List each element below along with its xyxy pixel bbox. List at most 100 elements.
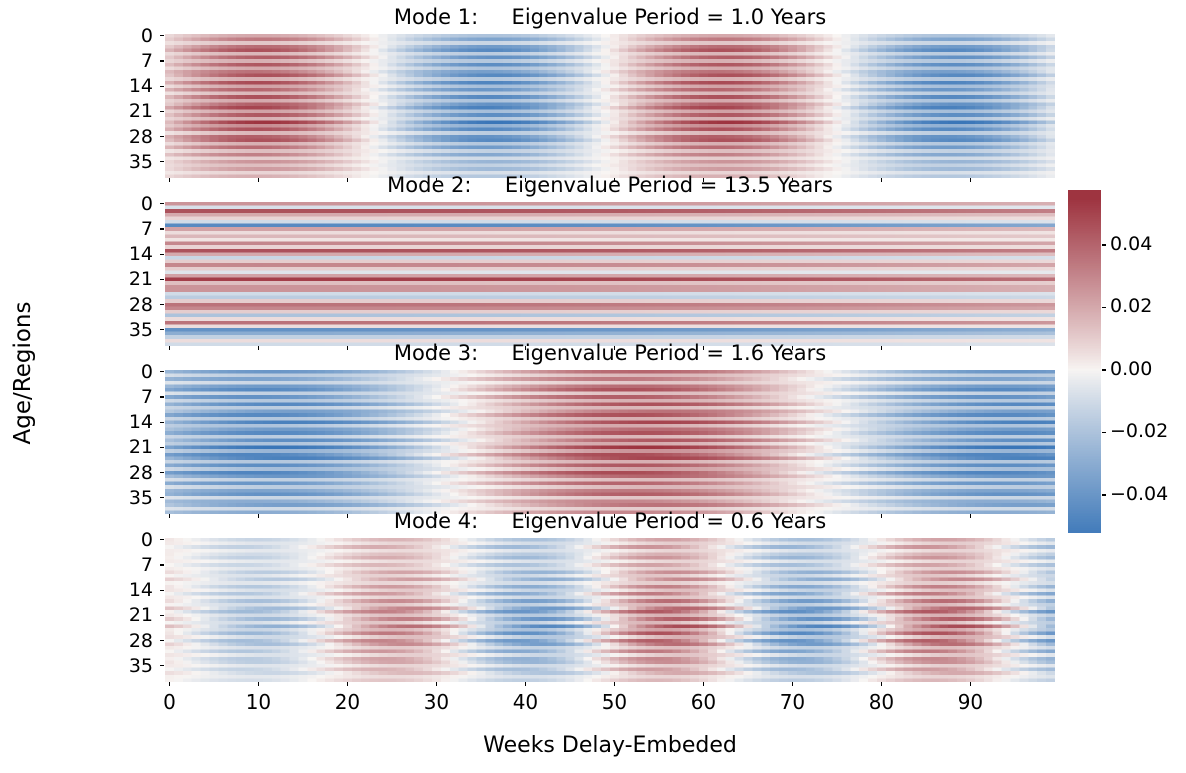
colorbar-tick-mark — [1102, 494, 1106, 496]
x-tick-label: 20 — [334, 690, 361, 714]
x-tick-mark — [880, 346, 883, 350]
y-tick-mark — [160, 60, 164, 62]
x-tick-label: 90 — [957, 690, 984, 714]
y-tick-mark — [160, 396, 164, 398]
x-tick-mark — [613, 346, 616, 350]
x-tick-label: 80 — [868, 690, 895, 714]
y-tick-label: 35 — [128, 318, 153, 341]
y-tick-label: 21 — [128, 436, 153, 459]
y-tick-label: 7 — [140, 386, 153, 408]
y-tick-mark — [160, 539, 164, 541]
subplot-title-mode-2: Mode 2: Eigenvalue Period = 13.5 Years — [387, 173, 833, 197]
x-tick-label: 50 — [601, 690, 628, 714]
x-tick-mark — [969, 178, 972, 182]
y-tick-mark — [160, 665, 164, 667]
colorbar-tick-label: −0.02 — [1110, 420, 1169, 443]
y-tick-mark — [160, 639, 164, 642]
x-tick-mark — [613, 514, 616, 518]
y-tick-label: 35 — [128, 654, 153, 677]
y-tick-mark — [160, 110, 164, 113]
y-tick-label: 0 — [140, 192, 153, 215]
heatmap-mode-2 — [165, 202, 1055, 346]
x-tick-mark — [880, 178, 883, 182]
y-tick-mark — [160, 253, 164, 255]
y-tick-mark — [160, 85, 164, 87]
y-tick-mark — [160, 614, 164, 617]
x-tick-mark — [346, 514, 349, 518]
y-tick-label: 21 — [128, 604, 153, 627]
y-tick-label: 28 — [128, 293, 153, 316]
x-tick-mark — [613, 682, 616, 686]
y-tick-label: 21 — [128, 268, 153, 291]
y-tick-label: 35 — [128, 486, 153, 509]
y-tick-label: 28 — [128, 125, 153, 148]
subplot-title-mode-4: Mode 4: Eigenvalue Period = 0.6 Years — [393, 509, 827, 533]
y-tick-mark — [160, 161, 164, 163]
x-tick-mark — [257, 346, 260, 350]
x-tick-mark — [257, 682, 260, 686]
x-tick-mark — [791, 514, 794, 518]
colorbar-gradient — [1068, 190, 1101, 533]
x-tick-mark — [702, 682, 705, 686]
colorbar-tick-label: 0.02 — [1110, 295, 1153, 318]
y-tick-label: 7 — [140, 218, 153, 240]
y-tick-mark — [160, 589, 164, 591]
x-tick-mark — [613, 178, 616, 182]
x-tick-mark — [346, 346, 349, 350]
y-tick-label: 7 — [140, 554, 153, 576]
x-axis-label: Weeks Delay-Embeded — [483, 733, 737, 758]
y-tick-label: 35 — [128, 150, 153, 173]
y-tick-mark — [160, 497, 164, 499]
colorbar-tick-mark — [1102, 244, 1106, 246]
x-tick-mark — [969, 682, 972, 686]
colorbar-tick-label: 0.04 — [1110, 232, 1153, 255]
x-tick-mark — [435, 346, 438, 350]
x-tick-mark — [880, 514, 883, 518]
y-tick-label: 0 — [140, 528, 153, 551]
colorbar-tick-mark — [1102, 369, 1106, 371]
x-tick-mark — [168, 346, 171, 350]
x-tick-mark — [969, 514, 972, 518]
y-axis-label: Age/Regions — [10, 301, 36, 445]
y-tick-mark — [160, 203, 164, 205]
y-tick-mark — [160, 446, 164, 449]
y-tick-mark — [160, 471, 164, 474]
x-tick-mark — [702, 178, 705, 182]
y-tick-mark — [160, 371, 164, 373]
x-tick-mark — [791, 346, 794, 350]
subplot-title-mode-1: Mode 1: Eigenvalue Period = 1.0 Years — [393, 5, 827, 29]
heatmap-mode-4 — [165, 538, 1055, 682]
y-tick-label: 28 — [128, 461, 153, 484]
x-tick-mark — [435, 514, 438, 518]
x-tick-mark — [524, 682, 527, 686]
y-tick-label: 14 — [128, 75, 153, 98]
y-tick-mark — [160, 329, 164, 331]
subplot-title-mode-3: Mode 3: Eigenvalue Period = 1.6 Years — [393, 341, 827, 365]
x-tick-mark — [791, 178, 794, 182]
colorbar-tick-label: −0.04 — [1110, 482, 1169, 505]
y-tick-label: 0 — [140, 360, 153, 383]
y-tick-label: 21 — [128, 100, 153, 123]
y-tick-mark — [160, 303, 164, 306]
x-tick-mark — [346, 178, 349, 182]
y-tick-label: 14 — [128, 579, 153, 602]
x-tick-mark — [435, 682, 438, 686]
x-tick-label: 40 — [512, 690, 539, 714]
y-tick-mark — [160, 278, 164, 281]
x-tick-label: 10 — [245, 690, 272, 714]
x-tick-mark — [435, 178, 438, 182]
y-tick-mark — [160, 228, 164, 230]
x-tick-mark — [524, 514, 527, 518]
heatmap-mode-3 — [165, 370, 1055, 514]
x-tick-mark — [702, 346, 705, 350]
colorbar-tick-label: 0.00 — [1110, 357, 1153, 380]
x-tick-label: 60 — [690, 690, 717, 714]
x-tick-mark — [969, 346, 972, 350]
x-tick-mark — [346, 682, 349, 686]
heatmap-mode-1 — [165, 34, 1055, 178]
x-tick-label: 0 — [163, 690, 176, 714]
y-tick-label: 0 — [140, 24, 153, 47]
x-tick-mark — [257, 178, 260, 182]
x-tick-mark — [257, 514, 260, 518]
